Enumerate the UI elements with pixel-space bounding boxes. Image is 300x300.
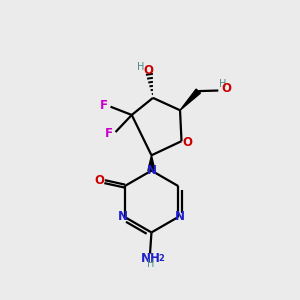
Text: O: O bbox=[94, 174, 104, 187]
Text: N: N bbox=[175, 211, 185, 224]
Text: O: O bbox=[143, 64, 153, 77]
Text: O: O bbox=[222, 82, 232, 95]
Text: N: N bbox=[118, 211, 128, 224]
Text: H: H bbox=[147, 259, 154, 269]
Text: 2: 2 bbox=[158, 254, 164, 263]
Text: H: H bbox=[219, 79, 226, 89]
Text: F: F bbox=[100, 99, 108, 112]
Text: F: F bbox=[105, 127, 113, 140]
Polygon shape bbox=[148, 155, 155, 171]
Text: H: H bbox=[137, 62, 144, 72]
Text: N: N bbox=[146, 164, 157, 177]
Text: NH: NH bbox=[141, 252, 160, 265]
Polygon shape bbox=[180, 89, 200, 110]
Text: O: O bbox=[182, 136, 192, 149]
